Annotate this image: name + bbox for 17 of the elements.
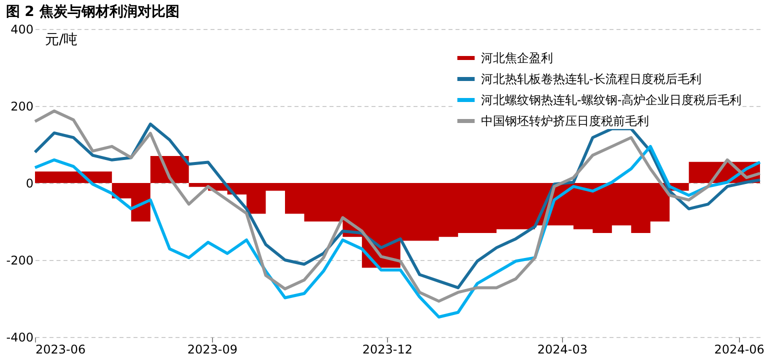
y-tick-label: 400 xyxy=(10,22,34,36)
x-tick-label: 2023-09 xyxy=(187,342,238,356)
y-tick-label: -200 xyxy=(6,254,34,268)
y-tick-label: 200 xyxy=(10,100,34,114)
legend-label: 河北热轧板卷热连轧-长流程日度税后毛利 xyxy=(481,72,702,86)
x-tick-label: 2024-06 xyxy=(714,342,764,356)
x-tick-label: 2023-12 xyxy=(362,342,412,356)
legend-label: 中国钢坯转炉挤压日度税前毛利 xyxy=(481,114,649,128)
legend-label: 河北螺纹钢热连轧-螺纹钢-高炉企业日度税后毛利 xyxy=(481,93,742,107)
y-axis-title: 元/吨 xyxy=(45,32,78,48)
chart-title: 图 2 焦炭与钢材利润对比图 xyxy=(6,3,180,20)
legend-label: 河北焦企盈利 xyxy=(481,51,553,65)
y-tick-label: 0 xyxy=(26,176,34,190)
y-tick-label: -400 xyxy=(6,330,34,344)
line-series xyxy=(34,144,762,318)
x-tick-label: 2023-06 xyxy=(36,342,86,356)
x-tick-label: 2024-03 xyxy=(537,342,588,356)
